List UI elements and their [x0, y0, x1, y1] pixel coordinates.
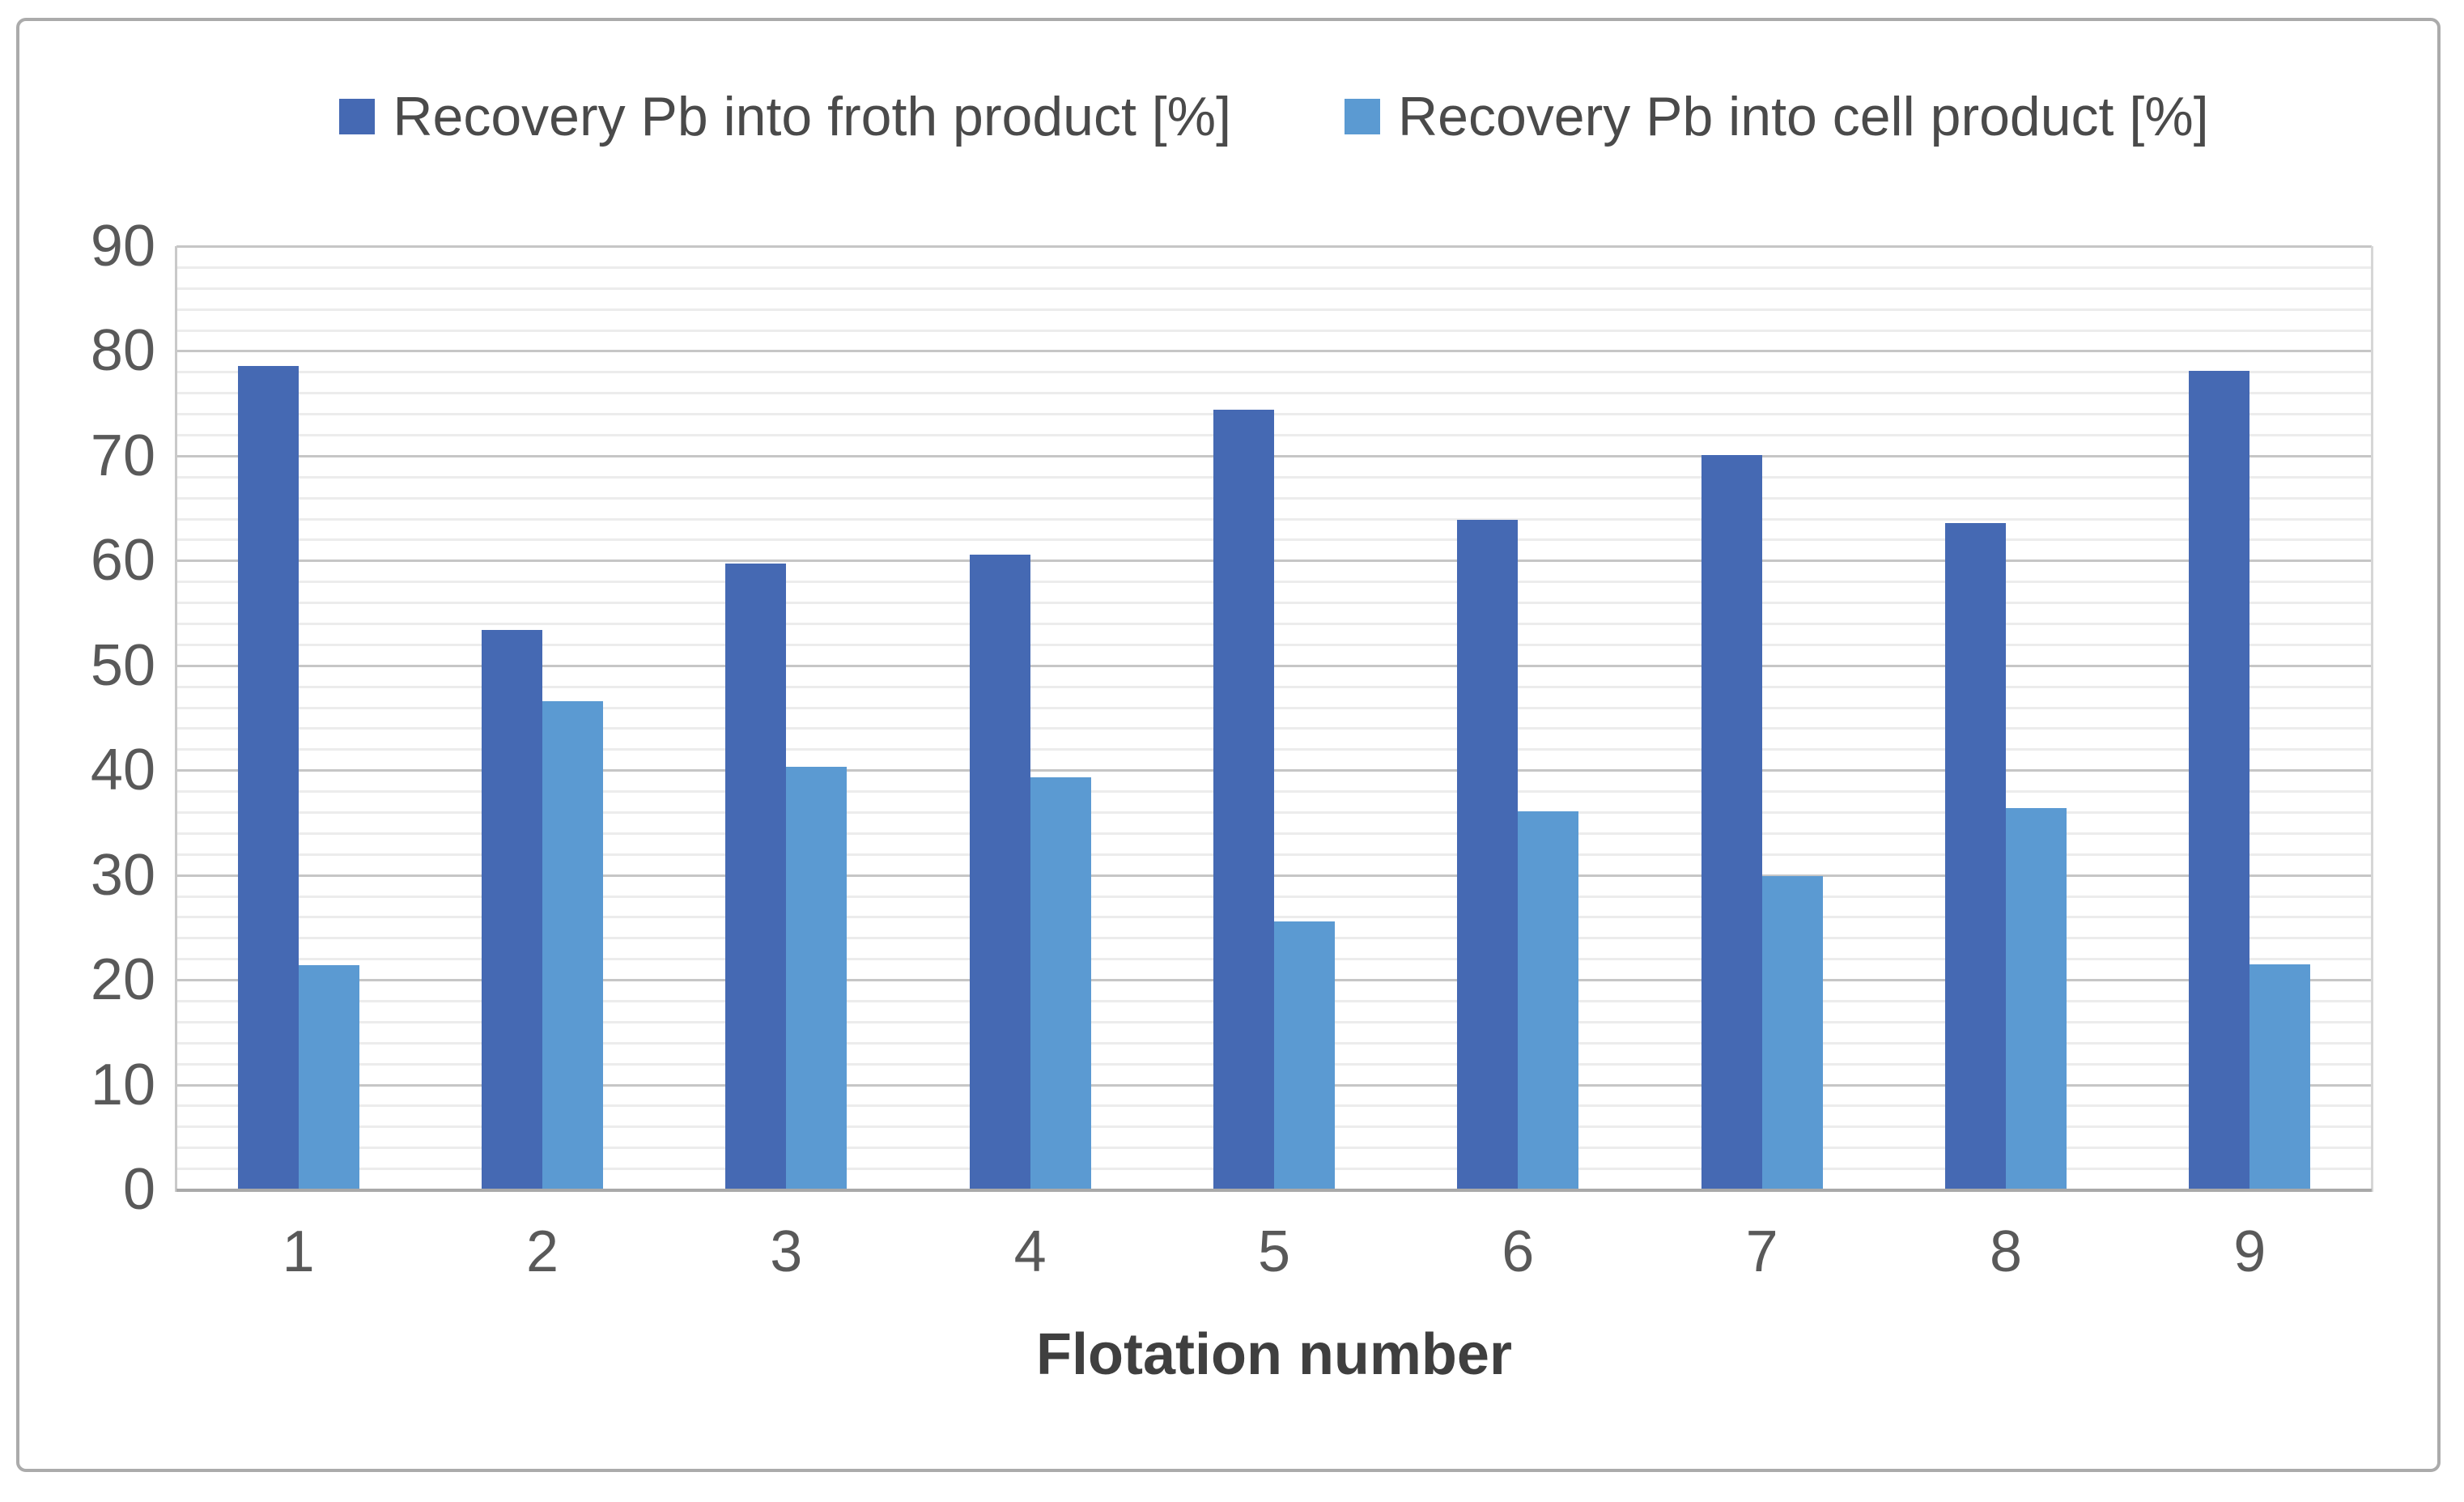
gridline-minor — [176, 517, 2372, 521]
gridline-minor — [176, 685, 2372, 688]
gridline-minor — [176, 371, 2372, 374]
gridline-minor — [176, 329, 2372, 332]
bar-cell-5 — [1274, 921, 1335, 1189]
gridline-minor — [176, 916, 2372, 919]
y-tick-label-60: 60 — [90, 528, 155, 594]
legend: Recovery Pb into froth product [%] Recov… — [176, 78, 2372, 155]
x-tick-label-2: 2 — [525, 1219, 559, 1284]
bar-froth-1 — [237, 365, 299, 1189]
y-tick-label-30: 30 — [90, 842, 155, 908]
y-tick-label-40: 40 — [90, 738, 155, 803]
gridline-minor — [176, 413, 2372, 416]
plot-area — [175, 245, 2373, 1192]
bar-cell-8 — [2006, 807, 2067, 1189]
gridline-minor — [176, 895, 2372, 898]
x-tick-label-6: 6 — [1502, 1219, 1535, 1284]
gridline-minor — [176, 623, 2372, 625]
bar-cell-6 — [1518, 811, 1579, 1189]
gridline-minor — [176, 496, 2372, 500]
x-tick-label-8: 8 — [1989, 1219, 2023, 1284]
gridline-minor — [176, 811, 2372, 814]
legend-swatch-cell — [1345, 99, 1381, 134]
gridline-major — [176, 769, 2372, 772]
gridline-minor — [176, 727, 2372, 730]
bar-cell-9 — [2249, 964, 2311, 1189]
gridline-minor — [176, 643, 2372, 646]
legend-item-froth: Recovery Pb into froth product [%] — [339, 85, 1231, 148]
gridline-minor — [176, 308, 2372, 311]
bar-cell-7 — [1761, 875, 1823, 1189]
bar-froth-9 — [2189, 371, 2250, 1189]
y-tick-label-90: 90 — [90, 214, 155, 279]
bar-froth-4 — [969, 554, 1030, 1189]
plot-right-border — [2371, 246, 2373, 1192]
y-tick-label-70: 70 — [90, 423, 155, 488]
legend-label-froth: Recovery Pb into froth product [%] — [393, 86, 1232, 147]
bar-froth-6 — [1457, 519, 1519, 1189]
bar-cell-4 — [1030, 777, 1091, 1189]
gridline-minor — [176, 538, 2372, 542]
legend-label-cell: Recovery Pb into cell product [%] — [1398, 86, 2209, 147]
gridline-major — [176, 874, 2372, 877]
gridline-minor — [176, 853, 2372, 856]
gridline-major — [176, 350, 2372, 353]
gridline-major — [176, 454, 2372, 457]
bar-froth-5 — [1213, 409, 1274, 1189]
gridline-minor — [176, 706, 2372, 709]
gridline-major — [176, 664, 2372, 667]
gridline-minor — [176, 748, 2372, 751]
bar-froth-7 — [1701, 454, 1762, 1189]
x-tick-label-5: 5 — [1257, 1219, 1291, 1284]
x-axis-line — [176, 1189, 2372, 1192]
y-axis-line — [175, 246, 177, 1192]
legend-swatch-froth — [339, 99, 376, 134]
x-tick-label-4: 4 — [1013, 1219, 1047, 1284]
y-tick-label-10: 10 — [90, 1052, 155, 1117]
y-tick-label-80: 80 — [90, 318, 155, 384]
x-tick-label-9: 9 — [2233, 1219, 2266, 1284]
bar-froth-3 — [725, 564, 787, 1189]
y-tick-label-20: 20 — [90, 947, 155, 1013]
x-tick-label-7: 7 — [1745, 1219, 1778, 1284]
gridline-minor — [176, 602, 2372, 605]
bar-froth-8 — [1945, 522, 2006, 1189]
gridline-major — [176, 560, 2372, 563]
y-tick-label-50: 50 — [90, 632, 155, 698]
bar-froth-2 — [482, 629, 542, 1189]
y-tick-label-0: 0 — [122, 1157, 155, 1222]
gridline-minor — [176, 832, 2372, 835]
gridline-major — [176, 245, 2372, 248]
bar-cell-2 — [542, 700, 603, 1189]
gridline-minor — [176, 475, 2372, 479]
gridline-minor — [176, 790, 2372, 794]
x-axis-title: Flotation number — [1036, 1322, 1512, 1387]
x-tick-label-3: 3 — [770, 1219, 803, 1284]
x-tick-label-1: 1 — [282, 1219, 315, 1284]
gridline-minor — [176, 287, 2372, 290]
gridline-minor — [176, 581, 2372, 584]
gridline-minor — [176, 266, 2372, 269]
legend-item-cell: Recovery Pb into cell product [%] — [1345, 85, 2209, 148]
gridline-minor — [176, 392, 2372, 395]
bar-cell-3 — [786, 767, 848, 1189]
gridline-minor — [176, 434, 2372, 436]
bar-cell-1 — [298, 964, 359, 1189]
